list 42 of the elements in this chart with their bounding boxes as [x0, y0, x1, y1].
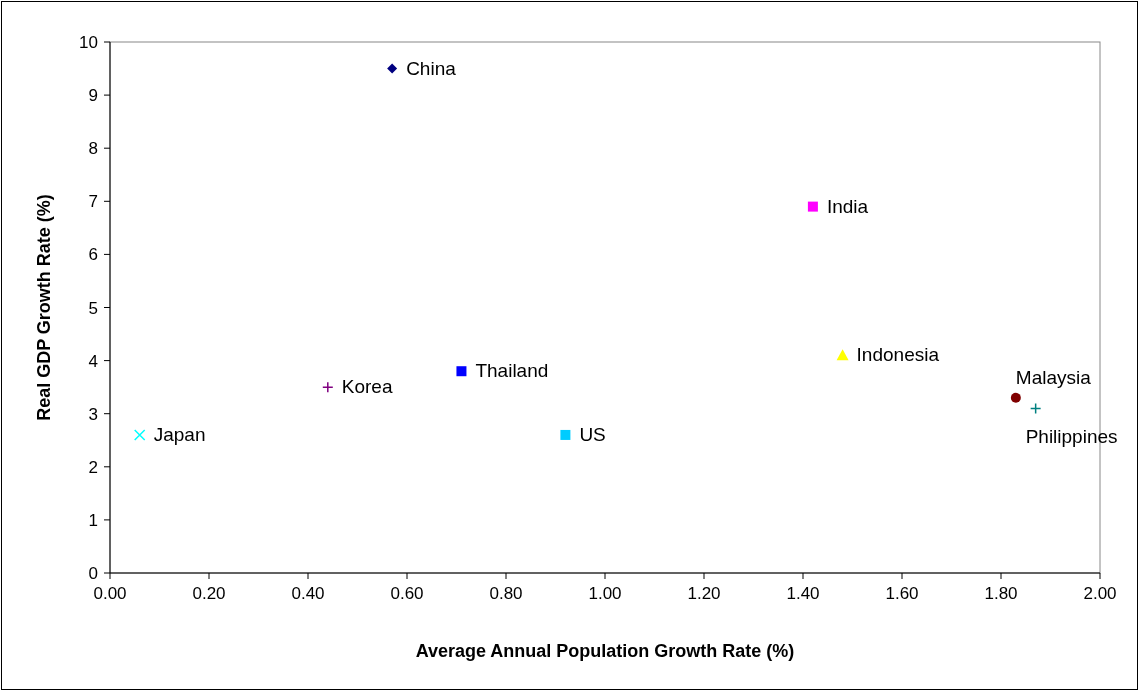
- y-tick-label: 0: [88, 564, 98, 583]
- x-tick-label: 1.60: [885, 584, 919, 603]
- series-label: Indonesia: [856, 344, 940, 366]
- y-tick-label: 2: [88, 457, 98, 477]
- x-tick-label: 0.80: [489, 584, 523, 603]
- y-tick-label: 4: [88, 351, 98, 371]
- x-tick-label: 2.00: [1083, 584, 1117, 603]
- y-tick-label: 8: [88, 139, 98, 159]
- y-tick-label: 1: [88, 510, 98, 530]
- point: [387, 63, 398, 74]
- point: [560, 429, 571, 440]
- point: [1029, 402, 1042, 415]
- series-label: India: [826, 195, 869, 217]
- x-tick-label: 1.80: [984, 584, 1018, 603]
- y-tick-label: 6: [88, 245, 98, 265]
- y-axis-title: Real GDP Growth Rate (%): [34, 194, 54, 421]
- series-label: Thailand: [475, 360, 549, 382]
- series-label: Malaysia: [1015, 366, 1092, 388]
- series-label: Korea: [341, 376, 393, 398]
- y-tick-label: 10: [79, 33, 98, 52]
- series-label: Philippines: [1025, 426, 1118, 448]
- y-tick-label: 7: [88, 192, 98, 212]
- point: [807, 201, 818, 212]
- x-tick-label: 0.60: [390, 584, 424, 603]
- x-tick-label: 1.20: [687, 584, 721, 603]
- x-tick-label: 0.20: [192, 584, 226, 603]
- x-tick-label: 0.40: [291, 584, 325, 603]
- point: [456, 366, 467, 377]
- y-tick-label: 3: [88, 404, 98, 424]
- x-axis-title: Average Annual Population Growth Rate (%): [415, 641, 795, 661]
- y-tick-label: 9: [88, 86, 98, 106]
- point: [836, 349, 849, 361]
- series-label: Japan: [153, 423, 206, 445]
- point: [133, 429, 146, 441]
- x-tick-label: 1.00: [588, 584, 622, 603]
- series-label: China: [406, 57, 457, 79]
- point: [1010, 392, 1021, 403]
- y-tick-label: 5: [88, 298, 98, 318]
- x-tick-label: 1.40: [786, 584, 820, 603]
- series-label: US: [579, 423, 606, 445]
- point: [322, 381, 334, 393]
- x-tick-label: 0.00: [93, 584, 127, 603]
